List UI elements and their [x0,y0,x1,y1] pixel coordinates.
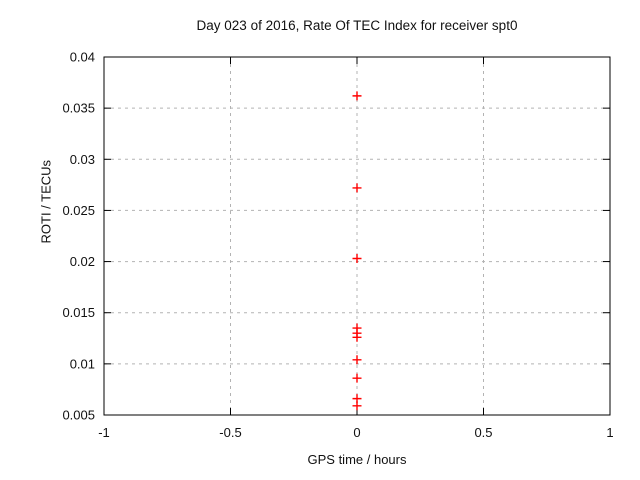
y-tick-label: 0.015 [62,305,95,320]
x-tick-label: -0.5 [219,425,241,440]
y-tick-label: 0.03 [70,152,95,167]
data-point-marker [352,332,362,342]
data-point-marker [352,401,362,411]
y-tick-label: 0.04 [70,50,95,65]
y-tick-label: 0.035 [62,101,95,116]
x-tick-label: 1 [606,425,613,440]
data-point-marker [352,254,362,264]
y-tick-label: 0.01 [70,356,95,371]
data-point-marker [352,91,362,101]
y-tick-label: 0.02 [70,254,95,269]
chart-title: Day 023 of 2016, Rate Of TEC Index for r… [196,18,518,33]
y-tick-label: 0.005 [62,408,95,423]
x-tick-label: 0.5 [474,425,492,440]
data-point-marker [352,355,362,365]
data-point-marker [352,183,362,193]
data-point-marker [352,373,362,383]
x-axis-label: GPS time / hours [307,452,407,467]
x-tick-label: 0 [353,425,360,440]
y-tick-label: 0.025 [62,203,95,218]
x-tick-label: -1 [98,425,110,440]
